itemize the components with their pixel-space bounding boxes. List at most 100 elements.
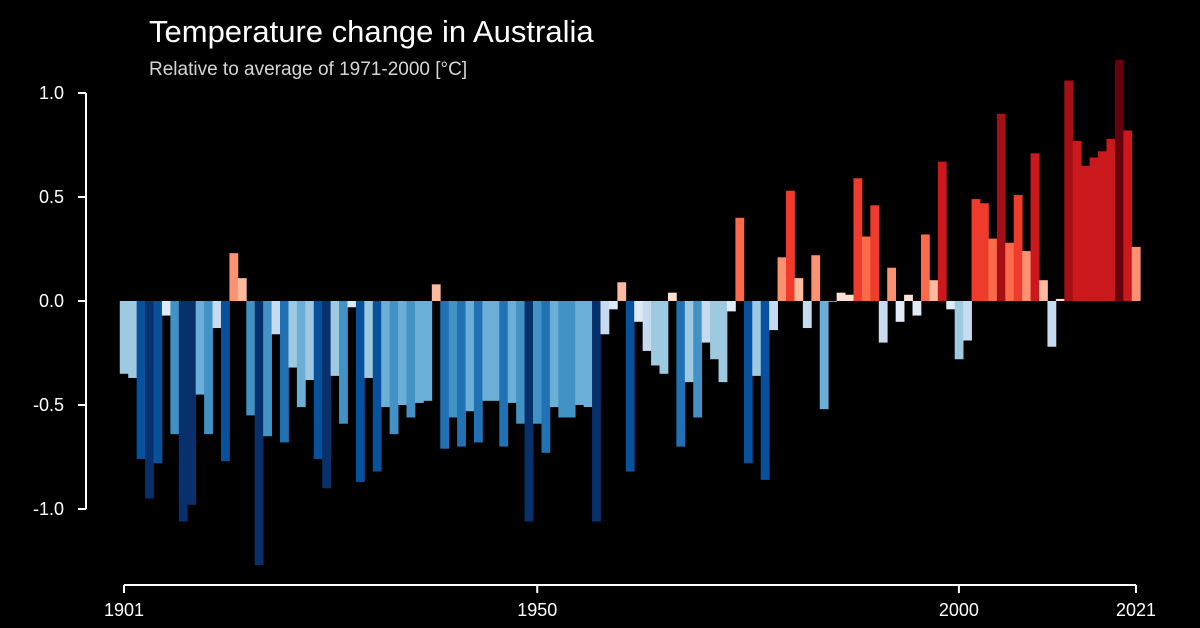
bar-1994	[904, 294, 913, 301]
bar-group	[119, 59, 1141, 566]
bar-1927	[339, 301, 348, 424]
bar-1950	[533, 301, 542, 424]
bar-1942	[465, 301, 475, 412]
bar-1983	[811, 255, 821, 301]
bar-1996	[920, 234, 930, 301]
bar-1948	[516, 301, 525, 424]
bar-1901	[119, 301, 129, 374]
y-tick-label: 0.0	[39, 291, 64, 311]
bar-1960	[617, 282, 627, 301]
bar-1955	[575, 301, 585, 405]
bar-1915	[237, 278, 247, 301]
bar-1991	[878, 301, 888, 343]
x-tick-label: 2000	[939, 600, 979, 620]
bar-1956	[583, 301, 593, 408]
bar-1961	[625, 301, 635, 472]
bar-1914	[229, 253, 239, 301]
bar-1934	[398, 301, 407, 405]
bar-2017	[1098, 151, 1107, 301]
bar-1949	[524, 301, 534, 522]
bar-1937	[423, 301, 433, 401]
bar-1968	[684, 301, 694, 383]
bar-1939	[440, 301, 450, 449]
bar-1946	[499, 301, 509, 447]
bar-2008	[1022, 251, 1031, 301]
bar-1929	[355, 301, 365, 482]
bar-1920	[280, 301, 289, 443]
bar-1953	[558, 301, 568, 418]
bar-2007	[1013, 194, 1023, 301]
bar-1957	[592, 301, 601, 522]
bar-1962	[634, 301, 644, 322]
y-tick-label: 1.0	[39, 83, 64, 103]
y-tick-label: 0.5	[39, 187, 64, 207]
bar-2021	[1131, 246, 1141, 301]
bar-2020	[1123, 130, 1133, 301]
y-tick-label: -1.0	[33, 499, 64, 519]
bar-2014	[1072, 140, 1082, 301]
bar-1990	[870, 205, 880, 301]
bar-2006	[1005, 242, 1015, 301]
bar-1992	[887, 267, 897, 301]
bar-1995	[912, 301, 922, 316]
bar-2012	[1055, 298, 1065, 301]
bar-1932	[381, 301, 391, 408]
bar-1911	[204, 301, 213, 435]
bar-2001	[963, 301, 972, 341]
bar-1978	[769, 301, 778, 331]
bar-1902	[128, 301, 138, 378]
bar-1963	[642, 301, 652, 351]
bar-1951	[541, 301, 551, 453]
bar-2000	[954, 301, 964, 360]
bar-2015	[1081, 165, 1091, 301]
bar-1947	[507, 301, 517, 403]
bar-1925	[322, 301, 332, 489]
bar-1924	[313, 301, 323, 460]
bar-1998	[937, 161, 947, 301]
x-axis: 1901 1950 2000 2021	[104, 584, 1156, 620]
chart-title: Temperature change in Australia	[149, 14, 594, 49]
bar-2002	[971, 199, 981, 301]
bar-1977	[760, 301, 770, 480]
bar-1918	[263, 301, 272, 437]
bar-1936	[414, 301, 424, 403]
bar-2011	[1047, 301, 1057, 347]
bar-1973	[726, 301, 736, 312]
bar-1971	[710, 301, 719, 360]
bar-1928	[347, 301, 357, 308]
bar-1907	[170, 301, 180, 435]
bar-1989	[861, 236, 871, 301]
bar-1965	[659, 301, 669, 374]
bar-1976	[752, 301, 762, 376]
y-axis: 1.0 0.5 0.0 -0.5 -1.0	[33, 83, 87, 519]
bar-1941	[457, 301, 466, 447]
bar-2009	[1030, 153, 1040, 301]
bar-1904	[145, 301, 154, 499]
bar-1969	[693, 301, 703, 418]
bar-1945	[490, 301, 500, 401]
bar-1972	[718, 301, 728, 383]
bar-1910	[195, 301, 205, 395]
x-tick-label: 1950	[517, 600, 557, 620]
bar-1993	[895, 301, 905, 322]
bar-1905	[153, 301, 163, 464]
bar-2016	[1089, 157, 1099, 301]
bar-1906	[161, 301, 171, 316]
bar-1903	[136, 301, 146, 460]
x-tick-label: 1901	[104, 600, 144, 620]
bar-1917	[254, 301, 264, 566]
bar-1916	[246, 301, 256, 416]
bar-1959	[608, 301, 618, 310]
bar-1919	[271, 301, 281, 335]
bar-1986	[836, 292, 846, 301]
bar-1979	[777, 257, 787, 301]
bar-2003	[979, 203, 989, 301]
y-tick-label: -0.5	[33, 395, 64, 415]
bar-1974	[735, 217, 745, 301]
chart-subtitle: Relative to average of 1971-2000 [°C]	[149, 59, 468, 80]
bar-1982	[802, 301, 812, 329]
bar-1984	[819, 301, 829, 410]
bar-1967	[676, 301, 686, 447]
bar-1964	[651, 301, 660, 366]
